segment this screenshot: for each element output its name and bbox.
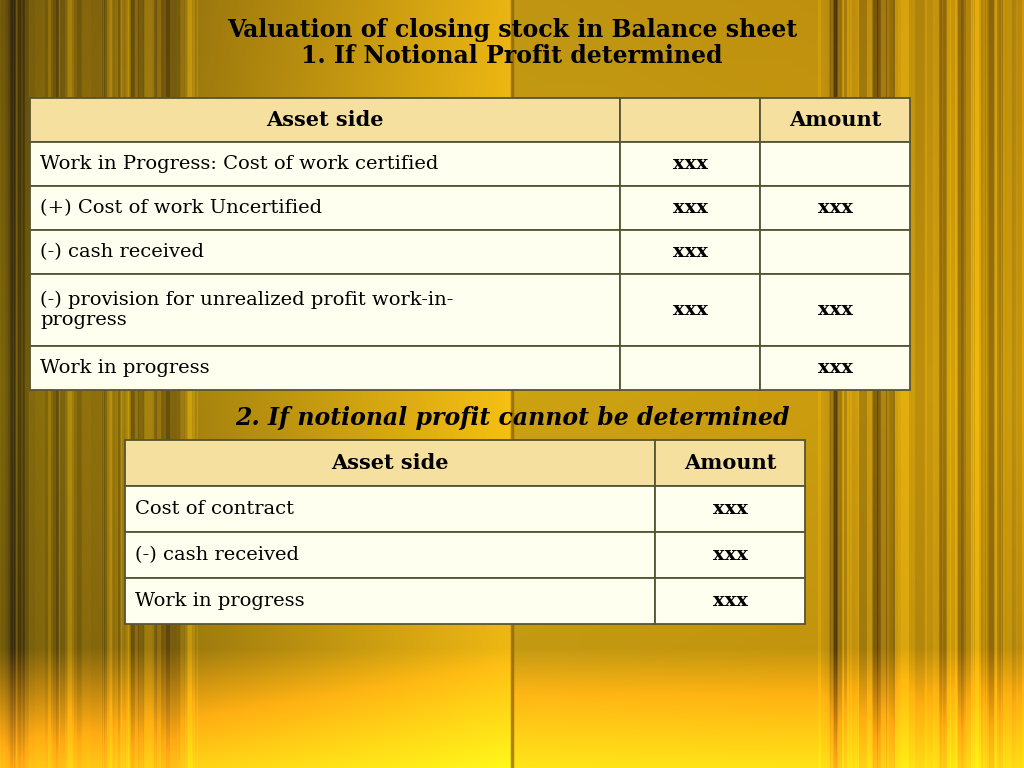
Text: xxx: xxx — [817, 359, 852, 377]
Text: (-) cash received: (-) cash received — [135, 546, 299, 564]
Bar — [760, 142, 910, 186]
Text: Amount: Amount — [684, 453, 776, 473]
Bar — [620, 346, 760, 390]
Bar — [30, 274, 620, 346]
Text: xxx: xxx — [713, 500, 748, 518]
Bar — [760, 230, 910, 274]
Text: Asset side: Asset side — [331, 453, 449, 473]
Bar — [655, 578, 805, 624]
Bar — [30, 98, 620, 142]
Text: xxx: xxx — [713, 546, 748, 564]
Bar — [620, 98, 760, 142]
Text: 2. If notional profit cannot be determined: 2. If notional profit cannot be determin… — [234, 406, 790, 430]
Bar — [125, 440, 655, 486]
Text: Work in Progress: Cost of work certified: Work in Progress: Cost of work certified — [40, 155, 438, 173]
Text: progress: progress — [40, 311, 127, 329]
Text: Asset side: Asset side — [266, 110, 384, 130]
Text: Work in progress: Work in progress — [135, 592, 304, 610]
Text: xxx: xxx — [817, 301, 852, 319]
Text: xxx: xxx — [817, 199, 852, 217]
Bar — [760, 274, 910, 346]
Bar — [760, 98, 910, 142]
Bar — [30, 230, 620, 274]
Bar — [30, 346, 620, 390]
Text: 1. If Notional Profit determined: 1. If Notional Profit determined — [301, 44, 723, 68]
Bar — [620, 142, 760, 186]
Text: xxx: xxx — [673, 155, 708, 173]
Text: xxx: xxx — [713, 592, 748, 610]
Bar — [620, 274, 760, 346]
Text: (-) provision for unrealized profit work-in-: (-) provision for unrealized profit work… — [40, 291, 454, 310]
Bar — [125, 532, 655, 578]
Bar — [30, 142, 620, 186]
Bar — [125, 578, 655, 624]
Bar — [620, 230, 760, 274]
Text: Valuation of closing stock in Balance sheet: Valuation of closing stock in Balance sh… — [227, 18, 797, 42]
Text: (-) cash received: (-) cash received — [40, 243, 204, 261]
Bar — [760, 186, 910, 230]
Text: (+) Cost of work Uncertified: (+) Cost of work Uncertified — [40, 199, 323, 217]
Text: Amount: Amount — [788, 110, 882, 130]
Bar — [30, 186, 620, 230]
Bar — [760, 346, 910, 390]
Bar — [620, 186, 760, 230]
Bar — [125, 486, 655, 532]
Bar — [655, 440, 805, 486]
Bar — [655, 486, 805, 532]
Text: xxx: xxx — [673, 301, 708, 319]
Text: Work in progress: Work in progress — [40, 359, 210, 377]
Text: xxx: xxx — [673, 243, 708, 261]
Text: Cost of contract: Cost of contract — [135, 500, 294, 518]
Text: xxx: xxx — [673, 199, 708, 217]
Bar — [655, 532, 805, 578]
